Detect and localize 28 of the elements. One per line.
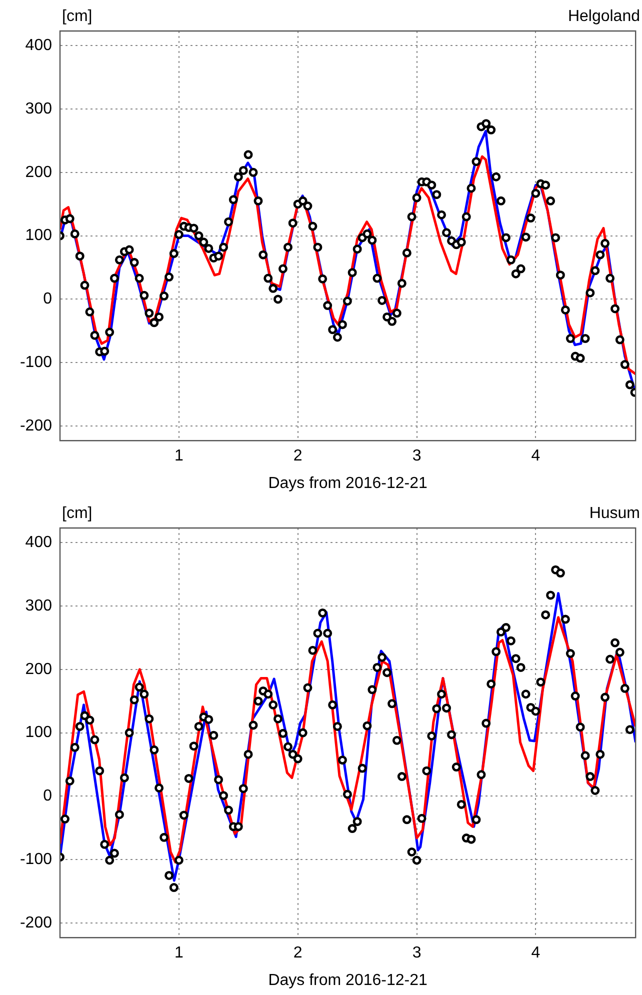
- chart-title: Husum: [589, 505, 640, 523]
- y-tick-label: 0: [43, 290, 52, 308]
- y-tick-label: 200: [25, 164, 52, 181]
- y-tick-label: -100: [20, 354, 52, 372]
- y-axis-title: [cm]: [62, 8, 92, 26]
- y-tick-label: 300: [25, 597, 52, 614]
- x-axis-title: Days from 2016-12-21: [268, 972, 428, 989]
- x-tick-label: 4: [531, 944, 540, 962]
- y-tick-label: 100: [25, 724, 52, 742]
- y-tick-label: -200: [20, 417, 52, 434]
- x-tick-label: 1: [174, 944, 184, 962]
- x-tick-label: 2: [293, 448, 302, 465]
- x-tick-label: 4: [531, 448, 540, 465]
- y-tick-label: 100: [25, 227, 52, 244]
- y-tick-label: 300: [25, 100, 52, 118]
- y-tick-label: 0: [43, 788, 52, 805]
- y-tick-label: 400: [25, 36, 52, 54]
- x-axis-title: Days from 2016-12-21: [268, 474, 428, 492]
- y-axis-title: [cm]: [62, 505, 92, 523]
- y-tick-label: 400: [25, 534, 52, 551]
- x-tick-label: 3: [412, 448, 422, 465]
- x-tick-label: 3: [412, 944, 422, 962]
- x-tick-label: 1: [174, 448, 184, 465]
- chart-title: Helgoland: [568, 8, 640, 26]
- y-tick-label: -100: [20, 851, 52, 868]
- y-tick-label: -200: [20, 914, 52, 932]
- x-tick-label: 2: [293, 944, 302, 962]
- y-tick-label: 200: [25, 660, 52, 678]
